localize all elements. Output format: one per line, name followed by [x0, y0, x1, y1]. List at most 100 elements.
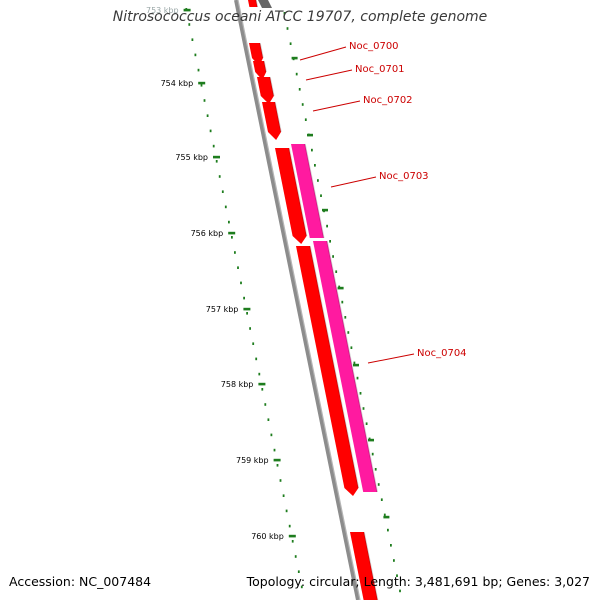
- ruler-dot: [294, 555, 297, 558]
- gene-label-noc-0701[interactable]: Noc_0701: [355, 64, 405, 75]
- kbp-major-tick: [288, 534, 296, 538]
- gene-arrow-noc-0702b: [262, 102, 281, 140]
- outer-ruler-dot: [332, 255, 334, 258]
- ruler-dot: [267, 418, 270, 421]
- ruler-dot: [246, 312, 248, 315]
- outer-ruler-dot: [374, 468, 377, 471]
- ruler-dot: [231, 236, 233, 239]
- ruler-dot: [261, 388, 264, 391]
- ruler-dot: [206, 114, 209, 117]
- genome-backbone: [234, 0, 361, 600]
- kbp-major-tick: [198, 81, 206, 85]
- outer-ruler-dot: [289, 42, 292, 45]
- outer-ruler-dot: [283, 12, 286, 15]
- outer-ruler-dot: [286, 27, 289, 30]
- ruler-dot: [197, 68, 200, 72]
- gene-leader-line: [330, 176, 377, 188]
- outer-ruler-dot: [341, 300, 344, 304]
- kbp-major-tick: [258, 382, 266, 386]
- outer-ruler-dot: [298, 88, 301, 91]
- gene-label-noc-0700[interactable]: Noc_0700: [349, 41, 399, 52]
- kbp-label: 753 kbp: [146, 6, 179, 15]
- ruler-dot: [300, 585, 303, 589]
- ruler-dot: [221, 190, 224, 193]
- outer-ruler-dot: [393, 559, 395, 562]
- outer-major-tick: [337, 286, 344, 290]
- outer-ruler-dot: [377, 483, 380, 486]
- outer-ruler-dot: [329, 240, 331, 243]
- outer-ruler-dot: [356, 376, 359, 380]
- ruler-dot: [285, 509, 288, 513]
- gene-arrow-noc-0702-shade: [269, 76, 275, 97]
- outer-ruler-dot: [396, 574, 398, 577]
- gene-label-noc-0702[interactable]: Noc_0702: [363, 95, 413, 106]
- backbone-stub: [258, 0, 272, 8]
- ruler-dot: [252, 342, 255, 345]
- gene-labels: Noc_0700 Noc_0701 Noc_0702 Noc_0703 Noc_0704: [299, 41, 467, 364]
- kbp-label: 759 kbp: [236, 456, 269, 465]
- gene-arrow-noc-0703: [291, 144, 324, 238]
- outer-ruler-dot: [320, 194, 322, 197]
- backbone-highlight: [237, 0, 361, 600]
- kbp-major-tick: [228, 231, 236, 235]
- ruler-dot: [249, 327, 251, 330]
- outer-ruler-dot: [383, 513, 386, 517]
- gene-arrow-noc-0700: [249, 43, 263, 66]
- ruler-dot: [297, 570, 300, 573]
- outer-ruler-dot: [317, 179, 319, 182]
- ruler-dot: [240, 281, 242, 285]
- gene-arrow-red-long-2: [296, 246, 359, 496]
- outer-ruler-dot: [399, 589, 401, 593]
- gene-arrow-red-long-2-shade: [309, 245, 360, 489]
- ruler-dot: [203, 99, 206, 102]
- kbp-label: 754 kbp: [161, 79, 194, 88]
- outer-ruler-dot: [387, 528, 389, 532]
- outer-ruler-dot: [353, 361, 356, 365]
- outer-ruler-dot: [314, 164, 316, 167]
- ruler-dot: [228, 220, 230, 224]
- kbp-label: 758 kbp: [221, 380, 254, 389]
- gene-arrow-noc-0701: [253, 61, 267, 80]
- outer-major-tick: [291, 56, 298, 60]
- outer-major-tick: [322, 208, 328, 212]
- outer-ruler-dot: [362, 407, 365, 410]
- outer-major-tick: [307, 133, 313, 137]
- gene-leader-line: [299, 46, 347, 61]
- outer-ruler-dot: [380, 498, 383, 501]
- ruler-dot: [215, 160, 218, 163]
- gene-arrow-bottom-shade: [363, 531, 379, 600]
- gene-arrow-noc-0702b-shade: [274, 101, 282, 133]
- outer-ruler-dot: [347, 331, 350, 334]
- ruler-dot: [282, 494, 285, 497]
- gene-label-noc-0703[interactable]: Noc_0703: [379, 171, 429, 182]
- outer-ruler-dot: [304, 118, 307, 121]
- ruler-dot: [209, 129, 212, 133]
- gene-arrow-noc-0704-shade: [326, 240, 378, 493]
- outer-ruler-dot: [295, 72, 298, 76]
- outer-ruler-dot: [301, 103, 304, 106]
- ruler-dot: [270, 433, 273, 437]
- outer-ruler-dot: [311, 148, 313, 152]
- outer-ruler-dot: [344, 316, 347, 319]
- gene-arrow-noc-0701-shade: [263, 60, 267, 73]
- backbone-line: [234, 0, 360, 600]
- accession-text: Accession: NC_007484: [9, 574, 152, 589]
- gene-top-partial-shade: [255, 0, 259, 8]
- outer-ruler-dot: [326, 224, 328, 228]
- outer-ruler-dot: [350, 346, 353, 349]
- kbp-major-tick: [183, 8, 191, 12]
- ruler-dot: [191, 38, 194, 41]
- ruler-dot: [218, 175, 221, 178]
- ruler-dot: [258, 372, 261, 376]
- gene-top-partial: [248, 0, 258, 7]
- outer-major-tick: [353, 363, 359, 367]
- ruler-dot: [243, 296, 245, 300]
- ruler-dot: [237, 266, 239, 269]
- ruler-dot: [194, 53, 197, 57]
- gene-label-noc-0704[interactable]: Noc_0704: [417, 348, 467, 359]
- outer-ruler-dot: [335, 270, 338, 273]
- ruler-dot: [255, 357, 258, 361]
- gene-leader-line: [312, 100, 361, 112]
